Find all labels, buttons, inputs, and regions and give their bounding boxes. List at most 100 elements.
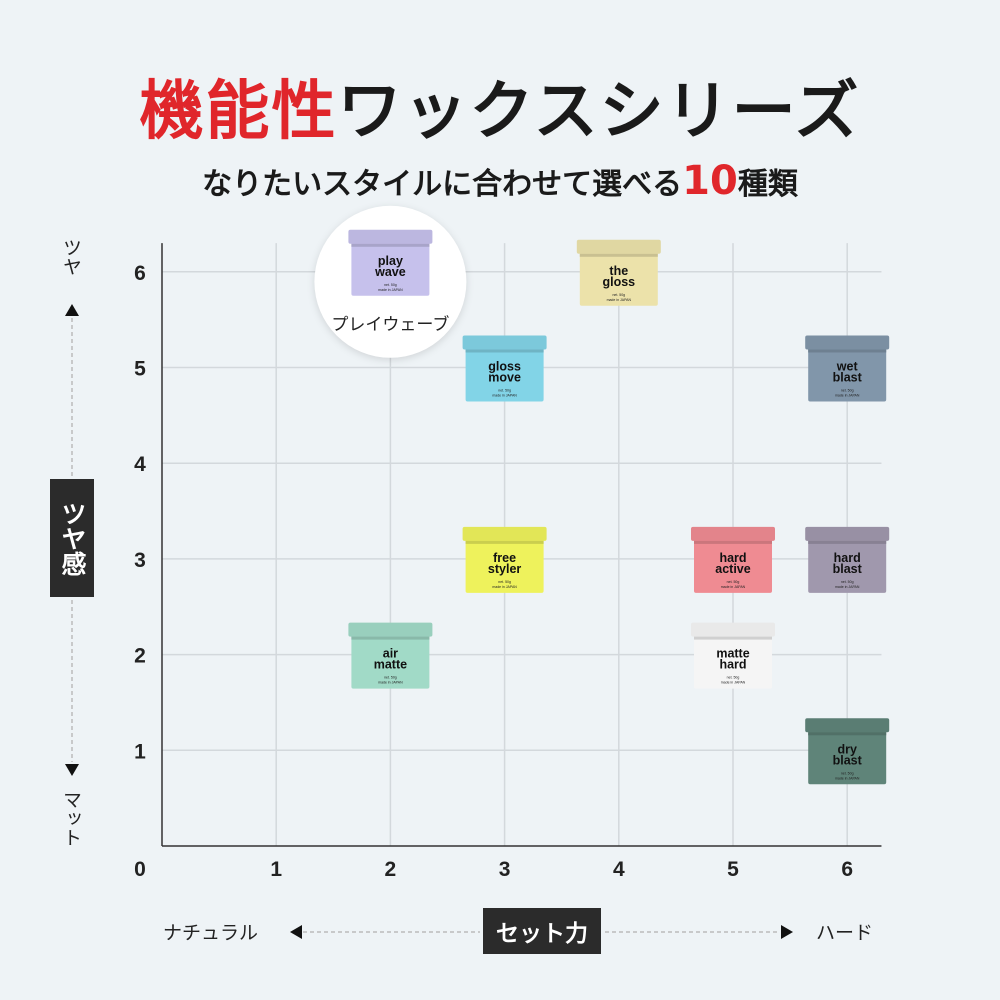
- jar-label: blast: [833, 371, 863, 385]
- jar-body: [465, 538, 544, 593]
- jar-body: [351, 634, 430, 689]
- jar-small-text: net. 50g: [841, 580, 854, 584]
- jar-body: [808, 730, 887, 785]
- jar-body: [694, 634, 772, 689]
- jar-rim: [694, 636, 772, 640]
- jar-rim: [465, 349, 544, 353]
- jar-label: the: [609, 264, 628, 278]
- title-accent: 機能性: [139, 75, 338, 149]
- jar-label: blast: [833, 562, 863, 576]
- page-subtitle: なりたいスタイルに合わせて選べる10種類: [0, 158, 1000, 204]
- jar-body: [351, 241, 430, 296]
- y-tick-label: 1: [134, 740, 146, 763]
- x-tick-label: 1: [270, 858, 282, 881]
- jar-small-text: net. 50g: [612, 293, 625, 297]
- jar-lid: [805, 718, 890, 733]
- y-tick-label: 4: [134, 453, 146, 476]
- x-tick-label: 6: [841, 858, 853, 881]
- jar-label: matte: [374, 658, 407, 672]
- jar-label: dry: [837, 742, 857, 756]
- jar-label: gloss: [488, 360, 521, 374]
- jar-small-text: net. 50g: [841, 771, 854, 775]
- jar-label: air: [383, 647, 398, 661]
- jar-body: [694, 538, 772, 593]
- y-low-label: マット: [60, 790, 82, 847]
- jar-lid: [691, 622, 775, 637]
- page-title: 機能性ワックスシリーズ: [0, 60, 1000, 152]
- subtitle-pre: なりたいスタイルに合わせて選べる: [202, 167, 683, 202]
- jar-label: blast: [833, 753, 863, 767]
- y-axis-title: ツヤ感: [50, 479, 94, 597]
- jar-rim: [808, 732, 887, 736]
- x-tick-label: 5: [727, 858, 739, 881]
- jar-label: wave: [374, 265, 406, 279]
- jar-small-text: net. 50g: [498, 389, 511, 393]
- jar-label: hard: [719, 658, 746, 672]
- x-tick-label: 2: [385, 858, 397, 881]
- jar-label: hard: [719, 551, 746, 565]
- jar-small-text: made in JAPAN: [492, 394, 517, 398]
- jar-rim: [579, 253, 658, 257]
- jar-label: free: [493, 551, 516, 565]
- jar-small-text: net. 50g: [384, 676, 397, 680]
- x-tick-label: 0: [134, 858, 146, 881]
- title-rest: ワックスシリーズ: [337, 75, 861, 149]
- jar-small-text: made in JAPAN: [378, 681, 403, 685]
- jar-lid: [462, 335, 547, 350]
- jar-small-text: made in JAPAN: [835, 394, 860, 398]
- jar-rim: [808, 540, 887, 544]
- jar-lid: [691, 526, 775, 541]
- jar-lid: [805, 526, 890, 541]
- jar-small-text: made in JAPAN: [607, 298, 632, 302]
- arrow-left-icon: [290, 925, 302, 939]
- jar-small-text: made in JAPAN: [378, 288, 403, 292]
- jar-body: [808, 538, 887, 593]
- jar-body: [579, 251, 658, 306]
- x-high-label: ハード: [816, 922, 874, 944]
- y-tick-label: 2: [134, 645, 146, 668]
- x-axis-title: セット力: [483, 908, 601, 954]
- subtitle-number: 10: [682, 158, 738, 204]
- jar-label: gloss: [602, 275, 635, 289]
- highlight-label: プレイウェーブ: [331, 314, 449, 335]
- jar-lid: [576, 239, 661, 254]
- jar-rim: [694, 540, 772, 544]
- jar-lid: [348, 622, 433, 637]
- jar-label: move: [488, 371, 521, 385]
- jar-rim: [351, 636, 430, 640]
- jar-rim: [351, 243, 430, 247]
- jar-small-text: net. 50g: [384, 283, 397, 287]
- jar-lid: [348, 229, 433, 244]
- jar-rim: [808, 349, 887, 353]
- jar-small-text: net. 50g: [841, 389, 854, 393]
- jar-label: active: [715, 562, 750, 576]
- y-high-label: ツヤ: [60, 238, 82, 276]
- jar-small-text: made in JAPAN: [721, 681, 746, 685]
- jar-label: wet: [836, 360, 859, 374]
- y-tick-label: 3: [134, 549, 146, 572]
- jar-small-text: net. 50g: [498, 580, 511, 584]
- arrow-down-icon: [65, 764, 79, 776]
- jar-small-text: net. 50g: [727, 676, 740, 680]
- arrow-right-icon: [781, 925, 793, 939]
- subtitle-post: 種類: [737, 167, 798, 202]
- jar-small-text: net. 50g: [727, 580, 740, 584]
- x-tick-label: 3: [499, 858, 511, 881]
- y-tick-label: 5: [134, 358, 146, 381]
- jar-small-text: made in JAPAN: [492, 585, 517, 589]
- jar-small-text: made in JAPAN: [835, 585, 860, 589]
- x-low-label: ナチュラル: [163, 922, 259, 944]
- jar-label: styler: [488, 562, 521, 576]
- jar-lid: [805, 335, 890, 350]
- jar-label: play: [378, 254, 403, 268]
- jar-body: [465, 347, 544, 402]
- jar-small-text: made in JAPAN: [835, 776, 860, 780]
- y-tick-label: 6: [134, 262, 146, 285]
- jar-body: [808, 347, 887, 402]
- jar-lid: [462, 526, 547, 541]
- jar-small-text: made in JAPAN: [721, 585, 746, 589]
- arrow-up-icon: [65, 304, 79, 316]
- x-tick-label: 4: [613, 858, 625, 881]
- jar-rim: [465, 540, 544, 544]
